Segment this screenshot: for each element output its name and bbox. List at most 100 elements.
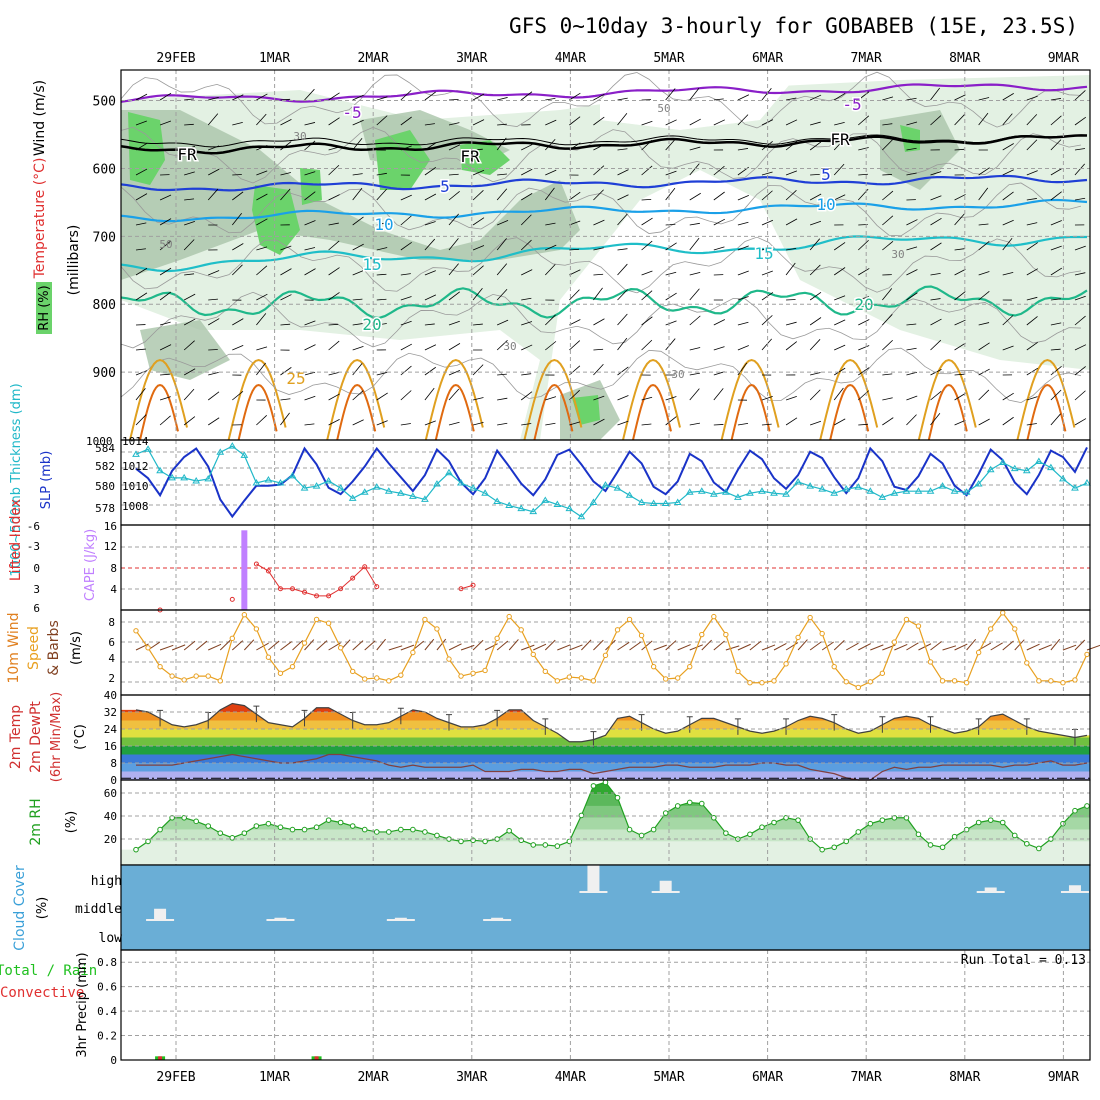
wind-barb (1050, 245, 1062, 251)
wind-barb (545, 314, 556, 326)
wind-barb (545, 422, 556, 426)
wind-barb (785, 170, 798, 176)
wind-speed-point (1012, 626, 1018, 632)
wind-barb (304, 88, 315, 101)
wind-barb (906, 269, 918, 276)
wind-barb (737, 345, 749, 351)
wind-barb (376, 420, 388, 426)
wind-barb (208, 372, 219, 376)
wind-barb (135, 248, 146, 251)
wind-barb (834, 319, 846, 326)
cloud-bar (491, 917, 504, 920)
wind-barb (135, 388, 146, 401)
slp-line (135, 446, 1088, 519)
wind-barb-10m (183, 640, 196, 651)
wind-barb (1026, 95, 1038, 101)
wind-barb (448, 263, 459, 276)
wind-speed-point (470, 670, 476, 676)
rh-contour-line (120, 236, 1082, 294)
wind-speed-point (879, 670, 886, 676)
wind-barb (472, 245, 485, 251)
rh-point (891, 814, 898, 821)
wind-barb (328, 240, 340, 251)
thickness-point (986, 465, 995, 473)
rh-contour-label: 50 (159, 238, 172, 251)
wind-barb (761, 338, 772, 351)
wind-barb (954, 291, 966, 301)
thickness-point (577, 512, 586, 520)
rh-area-green (900, 125, 920, 152)
isotherm-freezing (120, 134, 1088, 155)
thickness-point (384, 487, 393, 494)
wind-barb (1002, 237, 1013, 251)
thickness-point (553, 500, 562, 508)
thickness-point (782, 490, 790, 497)
temp-band (121, 737, 1090, 746)
cloud-cover-panel: high middle low Cloud Cover (%) (12, 864, 1091, 951)
date-tick-top: 8MAR (949, 51, 980, 66)
wind-speed-point (831, 663, 837, 670)
wind-panel: 8 6 4 2 10m Wind Speed & Barbs (m/s) (6, 609, 1100, 696)
wind-barb (641, 316, 653, 326)
wind-barb (737, 221, 749, 226)
wind-barb (400, 116, 412, 126)
wind-speed-point (927, 659, 934, 665)
wind-barb (1074, 148, 1086, 151)
wind-barb (761, 88, 772, 101)
wind-barb (593, 219, 605, 226)
wind-speed-point (650, 663, 657, 670)
wind-barb (833, 92, 846, 101)
axis-label-2m-temp: 2m Temp (8, 705, 24, 769)
wind-barb (496, 340, 508, 351)
wind-barb (761, 171, 773, 176)
rh-point (157, 826, 163, 833)
wind-speed-point (939, 678, 946, 684)
wind-barb (858, 115, 870, 126)
wind-barb (689, 422, 701, 426)
wind-barb (1002, 191, 1014, 201)
wind-barb (906, 172, 917, 176)
rh-point (1024, 840, 1030, 847)
date-tick-top: 4MAR (555, 51, 586, 66)
wind-barb (809, 420, 822, 426)
wind-barb (665, 396, 677, 401)
wind-barb (882, 96, 894, 101)
thickness-point (529, 507, 538, 515)
cloud-bg (121, 865, 1090, 950)
rh-point (133, 846, 139, 853)
wind-barb (809, 339, 821, 351)
wind-barb-10m (472, 639, 484, 651)
lifted-index-point (458, 586, 464, 592)
wind-speed-point (1048, 678, 1054, 684)
wind-barb (809, 141, 822, 151)
wind-barb (232, 94, 244, 101)
wind-speed-point (891, 639, 898, 645)
wind-barb-10m (195, 640, 208, 651)
wind-speed-point (265, 654, 272, 660)
wind-barb (593, 418, 605, 426)
wind-barb (1050, 267, 1063, 276)
wind-barb (641, 139, 653, 151)
temp-band (121, 746, 1090, 755)
wind-speed-point (590, 678, 597, 684)
wind-barb-10m (460, 644, 475, 651)
wind-speed-point (301, 640, 308, 646)
wind-speed-point (675, 675, 681, 681)
rh-contour-label: 30 (671, 368, 684, 381)
thickness-point (421, 495, 429, 502)
wind-barb (232, 344, 244, 351)
thickness-point (192, 476, 201, 484)
thickness-point (228, 442, 237, 449)
thickness-point (974, 480, 983, 487)
rh-contour-line (120, 126, 1082, 184)
wind-barb (280, 323, 291, 326)
wind-barb (954, 194, 966, 201)
wind-barb (448, 173, 459, 176)
wind-barb (520, 391, 533, 401)
rh-area-clear (600, 70, 800, 130)
cape-tick: 16 (104, 520, 117, 533)
wind-tick: 2 (108, 672, 115, 685)
wind-barb (159, 396, 171, 401)
rh-point (193, 818, 199, 825)
thickness-point (1010, 464, 1019, 472)
